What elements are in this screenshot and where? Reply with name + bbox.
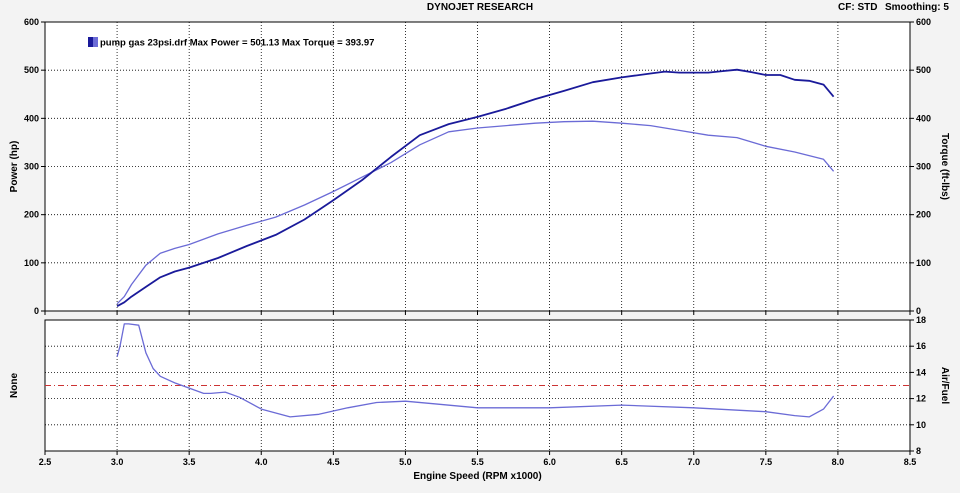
- power-y-tick-label: 200: [24, 210, 39, 220]
- x-tick-label: 3.5: [183, 457, 196, 467]
- x-tick-label: 6.5: [615, 457, 628, 467]
- torque-axis-label: Torque (ft-lbs): [939, 133, 950, 200]
- afr-y-tick-label: 8: [916, 446, 921, 456]
- x-tick-label: 5.5: [471, 457, 484, 467]
- power-y-tick-label: 500: [24, 65, 39, 75]
- x-tick-label: 6.0: [543, 457, 556, 467]
- afr-y-tick-label: 14: [916, 367, 926, 377]
- torque-y-tick-label: 0: [916, 306, 921, 316]
- x-tick-label: 7.5: [760, 457, 773, 467]
- x-tick-label: 2.5: [39, 457, 52, 467]
- torque-y-tick-label: 200: [916, 210, 931, 220]
- power-y-tick-label: 0: [34, 306, 39, 316]
- power-axis-label: Power (hp): [9, 141, 20, 193]
- power-y-tick-label: 600: [24, 17, 39, 27]
- torque-y-tick-label: 600: [916, 17, 931, 27]
- power-y-tick-label: 100: [24, 258, 39, 268]
- x-tick-label: 5.0: [399, 457, 412, 467]
- x-tick-label: 7.0: [687, 457, 700, 467]
- power-y-tick-label: 400: [24, 113, 39, 123]
- chart-header-title: DYNOJET RESEARCH: [426, 2, 534, 13]
- legend-swatch-light: [93, 37, 98, 47]
- afr-y-tick-label: 12: [916, 394, 926, 404]
- x-tick-label: 8.5: [904, 457, 917, 467]
- x-tick-label: 3.0: [111, 457, 124, 467]
- torque-y-tick-label: 500: [916, 65, 931, 75]
- x-tick-label: 4.0: [255, 457, 268, 467]
- afr-y-tick-label: 10: [916, 420, 926, 430]
- afr-y-tick-label: 18: [916, 315, 926, 325]
- torque-y-tick-label: 400: [916, 113, 931, 123]
- power-y-tick-label: 300: [24, 162, 39, 172]
- x-axis-label: Engine Speed (RPM x1000): [413, 471, 541, 482]
- power-series-line: [116, 68, 835, 307]
- afr-series-line: [116, 323, 835, 418]
- smoothing-label: Smoothing: 5: [885, 2, 949, 13]
- afr-axis-label: Air/Fuel: [939, 367, 950, 404]
- x-tick-label: 8.0: [832, 457, 845, 467]
- torque-y-tick-label: 100: [916, 258, 931, 268]
- torque-series-line: [116, 120, 835, 305]
- legend-swatch-dark: [88, 37, 93, 47]
- afr-left-axis-label: None: [9, 373, 20, 398]
- legend-text: pump gas 23psi.drf Max Power = 501.13 Ma…: [100, 38, 374, 49]
- afr-y-tick-label: 16: [916, 341, 926, 351]
- cf-label: CF: STD: [838, 2, 878, 13]
- torque-y-tick-label: 300: [916, 162, 931, 172]
- x-tick-label: 4.5: [327, 457, 340, 467]
